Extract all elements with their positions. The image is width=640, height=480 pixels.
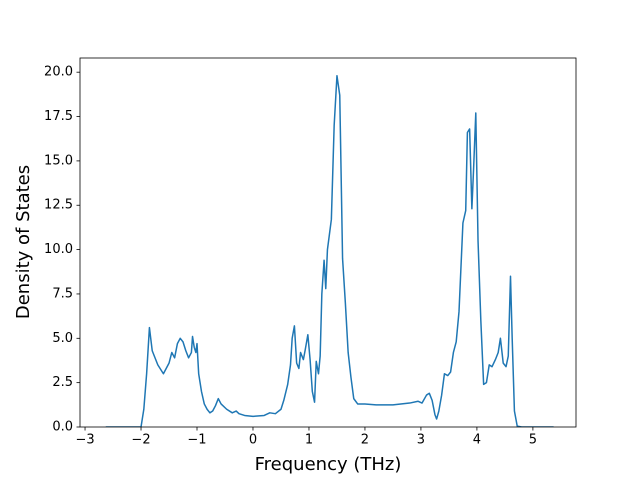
y-tick-label: 12.5 — [44, 198, 73, 213]
x-tick-label: 3 — [417, 433, 425, 448]
x-tick-label: −1 — [187, 433, 206, 448]
x-tick-label: −3 — [75, 433, 94, 448]
y-tick-label: 2.5 — [52, 375, 73, 390]
y-tick-label: 7.5 — [52, 286, 73, 301]
y-tick-label: 5.0 — [52, 331, 73, 346]
plot-frame — [79, 57, 577, 428]
y-axis-label: Density of States — [13, 165, 34, 319]
x-tick-label: 1 — [305, 433, 313, 448]
x-tick-label: −2 — [131, 433, 150, 448]
x-tick-label: 2 — [361, 433, 369, 448]
y-tick-label: 20.0 — [44, 65, 73, 80]
y-tick-label: 0.0 — [52, 420, 73, 435]
y-tick-label: 15.0 — [44, 153, 73, 168]
data-line — [105, 74, 554, 427]
y-tick-label: 10.0 — [44, 242, 73, 257]
x-axis-label: Frequency (THz) — [255, 454, 402, 475]
x-tick-label: 5 — [529, 433, 537, 448]
x-tick-label: 4 — [473, 433, 481, 448]
y-tick-label: 17.5 — [44, 109, 73, 124]
x-tick-label: 0 — [249, 433, 257, 448]
